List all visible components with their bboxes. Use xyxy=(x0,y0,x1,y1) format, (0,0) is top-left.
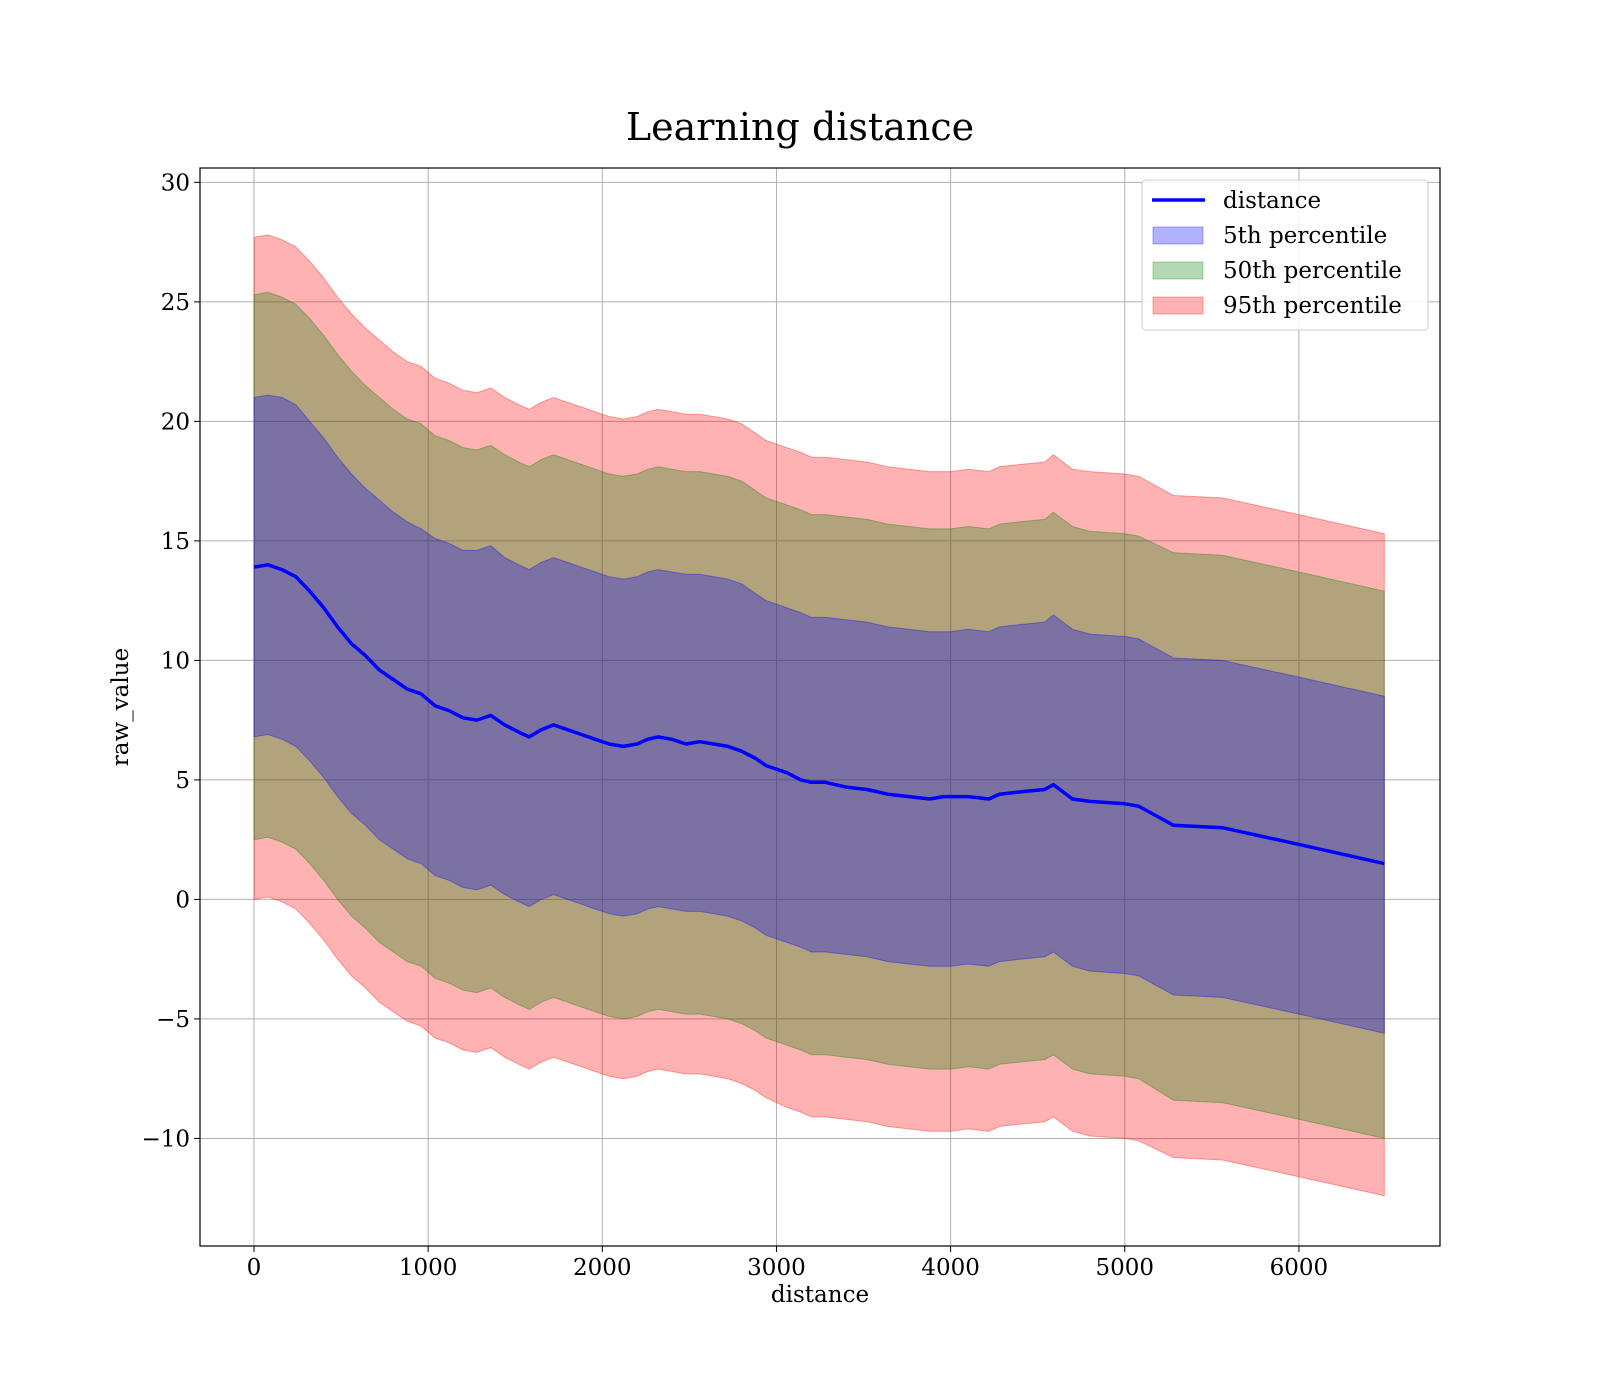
x-tick-label: 2000 xyxy=(573,1255,632,1281)
y-axis-ticks: 30 25 20 15 10 5 0 −5 −10 xyxy=(141,170,200,1152)
legend: distance 5th percentile 50th percentile … xyxy=(1141,179,1429,331)
y-tick-label: 5 xyxy=(175,768,190,794)
y-tick-label: −10 xyxy=(141,1126,190,1152)
legend-swatch-95th xyxy=(1152,296,1204,315)
legend-swatch-50th xyxy=(1152,261,1204,280)
x-tick-label: 6000 xyxy=(1270,1255,1329,1281)
band-5th-percentile xyxy=(253,394,1385,1034)
x-tick-label: 0 xyxy=(247,1255,262,1281)
legend-box xyxy=(1141,179,1429,331)
y-tick-label: 30 xyxy=(161,170,190,196)
x-tick-label: 5000 xyxy=(1096,1255,1155,1281)
legend-swatch-5th xyxy=(1152,226,1204,245)
plot-frame xyxy=(199,167,1441,1247)
legend-label-50th: 50th percentile xyxy=(1223,258,1402,284)
y-tick-label: 10 xyxy=(161,648,190,674)
band-95th-percentile xyxy=(253,234,1385,1197)
x-tick-label: 4000 xyxy=(921,1255,980,1281)
legend-label-95th: 95th percentile xyxy=(1223,293,1402,319)
x-axis-ticks: 0 1000 2000 3000 4000 5000 6000 xyxy=(247,1246,1329,1281)
series-line-distance xyxy=(253,563,1385,866)
y-tick-label: 20 xyxy=(161,409,190,435)
y-tick-label: −5 xyxy=(156,1007,190,1033)
x-tick-label: 3000 xyxy=(747,1255,806,1281)
grid xyxy=(200,168,1440,1246)
x-tick-label: 1000 xyxy=(399,1255,458,1281)
band-50th-percentile xyxy=(253,291,1385,1140)
x-axis-label: distance xyxy=(771,1282,869,1308)
percentile-bands xyxy=(253,234,1385,1197)
series-lines xyxy=(253,563,1385,866)
legend-label-5th: 5th percentile xyxy=(1223,223,1387,249)
y-tick-label: 25 xyxy=(161,290,190,316)
chart-title: Learning distance xyxy=(626,105,974,149)
y-tick-label: 15 xyxy=(161,529,190,555)
legend-label-distance: distance xyxy=(1223,188,1321,214)
y-tick-label: 0 xyxy=(175,887,190,913)
y-axis-label: raw_value xyxy=(108,648,134,766)
